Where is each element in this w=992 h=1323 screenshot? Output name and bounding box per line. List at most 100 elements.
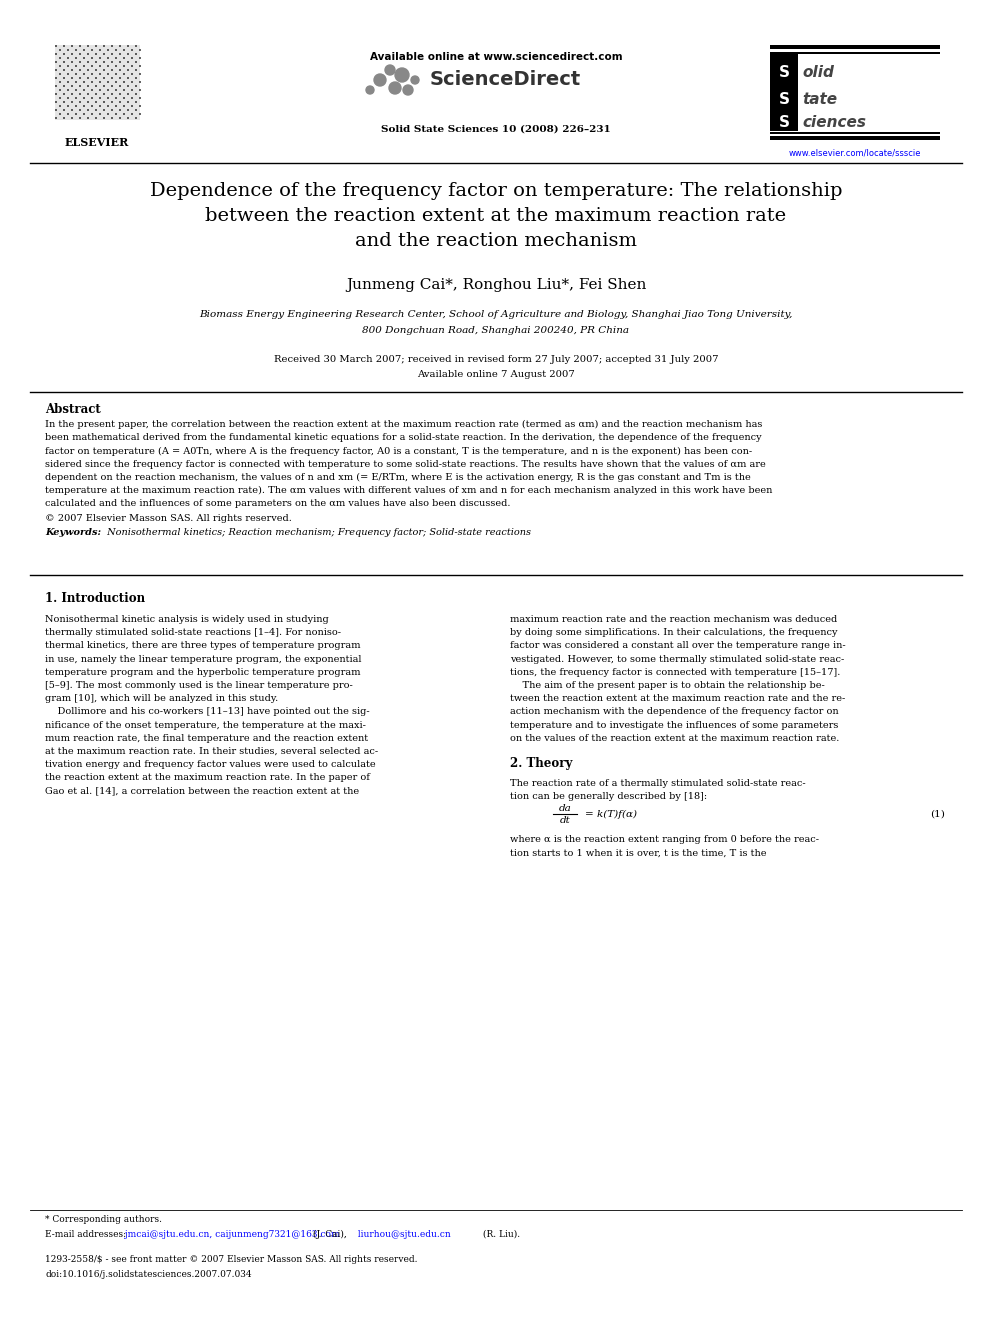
Text: ELSEVIER: ELSEVIER (64, 138, 129, 148)
Bar (71, 69, 73, 71)
Bar (63, 108, 65, 111)
Bar (83, 112, 85, 115)
Bar (95, 77, 97, 79)
Bar (59, 57, 61, 60)
Text: temperature and to investigate the influences of some parameters: temperature and to investigate the influ… (510, 721, 838, 729)
Text: 2. Theory: 2. Theory (510, 757, 572, 770)
Bar (91, 89, 93, 91)
Bar (87, 77, 89, 79)
Bar (119, 108, 121, 111)
Text: at the maximum reaction rate. In their studies, several selected ac-: at the maximum reaction rate. In their s… (45, 747, 378, 755)
Text: where α is the reaction extent ranging from 0 before the reac-: where α is the reaction extent ranging f… (510, 835, 819, 844)
Text: Received 30 March 2007; received in revised form 27 July 2007; accepted 31 July : Received 30 March 2007; received in revi… (274, 355, 718, 364)
Bar (135, 77, 137, 79)
Bar (91, 73, 93, 75)
Bar (127, 85, 129, 87)
Bar (131, 97, 133, 99)
Text: thermal kinetics, there are three types of temperature program: thermal kinetics, there are three types … (45, 642, 360, 651)
Bar (119, 101, 121, 103)
Bar (135, 53, 137, 56)
Bar (79, 101, 81, 103)
Bar (103, 101, 105, 103)
Bar (95, 69, 97, 71)
Bar (91, 65, 93, 67)
Bar (111, 53, 113, 56)
Text: action mechanism with the dependence of the frequency factor on: action mechanism with the dependence of … (510, 708, 838, 716)
Bar (111, 61, 113, 64)
Bar (139, 57, 141, 60)
Bar (55, 61, 57, 64)
Text: (R. Liu).: (R. Liu). (480, 1230, 520, 1240)
Bar (127, 93, 129, 95)
Bar (95, 85, 97, 87)
Text: * Corresponding authors.: * Corresponding authors. (45, 1215, 162, 1224)
Bar (79, 69, 81, 71)
Bar (79, 61, 81, 64)
Bar (103, 93, 105, 95)
Bar (115, 105, 117, 107)
Bar (71, 61, 73, 64)
Bar (123, 57, 125, 60)
Bar (55, 77, 57, 79)
Text: gram [10], which will be analyzed in this study.: gram [10], which will be analyzed in thi… (45, 695, 278, 704)
Bar (71, 116, 73, 119)
Text: ScienceDirect: ScienceDirect (430, 70, 581, 89)
Bar (111, 45, 113, 48)
Bar (63, 77, 65, 79)
Text: Dollimore and his co-workers [11–13] have pointed out the sig-: Dollimore and his co-workers [11–13] hav… (45, 708, 370, 716)
Text: on the values of the reaction extent at the maximum reaction rate.: on the values of the reaction extent at … (510, 734, 839, 742)
Bar (99, 89, 101, 91)
Bar (67, 49, 69, 52)
Text: doi:10.1016/j.solidstatesciences.2007.07.034: doi:10.1016/j.solidstatesciences.2007.07… (45, 1270, 252, 1279)
Bar (91, 49, 93, 52)
Bar (139, 89, 141, 91)
Bar (123, 97, 125, 99)
Text: tion starts to 1 when it is over, t is the time, T is the: tion starts to 1 when it is over, t is t… (510, 848, 767, 857)
Bar (115, 73, 117, 75)
Bar (75, 89, 77, 91)
Bar (63, 116, 65, 119)
Bar (59, 89, 61, 91)
Bar (119, 53, 121, 56)
Bar (770, 45, 940, 49)
Bar (131, 105, 133, 107)
Text: tions, the frequency factor is connected with temperature [15–17].: tions, the frequency factor is connected… (510, 668, 840, 677)
Bar (107, 97, 109, 99)
Bar (103, 69, 105, 71)
Bar (131, 65, 133, 67)
Bar (770, 136, 940, 140)
Text: sidered since the frequency factor is connected with temperature to some solid-s: sidered since the frequency factor is co… (45, 459, 766, 468)
Bar (83, 73, 85, 75)
Text: Gao et al. [14], a correlation between the reaction extent at the: Gao et al. [14], a correlation between t… (45, 787, 359, 795)
Text: In the present paper, the correlation between the reaction extent at the maximum: In the present paper, the correlation be… (45, 419, 763, 429)
Bar (99, 97, 101, 99)
Bar (111, 93, 113, 95)
Text: the reaction extent at the maximum reaction rate. In the paper of: the reaction extent at the maximum react… (45, 774, 370, 782)
Bar (131, 49, 133, 52)
Text: E-mail addresses:: E-mail addresses: (45, 1230, 126, 1240)
Bar (139, 112, 141, 115)
Text: dependent on the reaction mechanism, the values of n and xm (= E/RTm, where E is: dependent on the reaction mechanism, the… (45, 472, 751, 482)
Bar (127, 77, 129, 79)
Circle shape (411, 75, 419, 83)
Text: Solid State Sciences 10 (2008) 226–231: Solid State Sciences 10 (2008) 226–231 (381, 124, 611, 134)
Bar (71, 45, 73, 48)
Bar (75, 65, 77, 67)
Bar (75, 112, 77, 115)
Bar (71, 77, 73, 79)
Bar (115, 97, 117, 99)
Bar (111, 85, 113, 87)
Text: between the reaction extent at the maximum reaction rate: between the reaction extent at the maxim… (205, 206, 787, 225)
Bar (103, 108, 105, 111)
Text: S: S (779, 115, 790, 130)
Bar (103, 77, 105, 79)
Bar (99, 65, 101, 67)
Bar (770, 54, 798, 131)
Bar (123, 105, 125, 107)
Bar (103, 61, 105, 64)
Bar (115, 81, 117, 83)
Bar (135, 116, 137, 119)
Text: = k(T)f(α): = k(T)f(α) (585, 810, 637, 819)
Bar (127, 116, 129, 119)
Bar (115, 65, 117, 67)
